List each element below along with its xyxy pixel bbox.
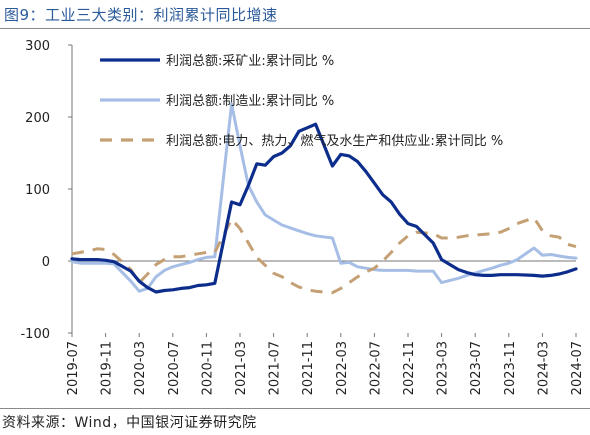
x-tick-label: 2021-11	[301, 341, 316, 395]
series-line-1	[70, 102, 578, 293]
x-axis-ticks: 2019-07 2019-11 2020-03 2020-07 2020-11 2021-…	[66, 333, 585, 395]
legend: 利润总额:采矿业:累计同比 % 利润总额:制造业:累计同比 % 利润总额:电力、热力…	[100, 54, 503, 149]
y-axis-ticks: -100 0 100 200 300	[20, 39, 72, 342]
x-tick-label: 2022-11	[402, 341, 417, 395]
x-tick-label: 2023-03	[436, 341, 451, 395]
x-tick-label: 2023-07	[469, 341, 484, 395]
x-tick-label: 2023-11	[503, 341, 518, 395]
x-tick-label: 2020-11	[200, 341, 215, 395]
series-line-2	[71, 216, 577, 295]
x-tick-label: 2019-07	[66, 341, 81, 395]
series-layer	[70, 102, 578, 295]
x-tick-label: 2020-07	[167, 341, 182, 395]
chart-title: 图9：工业三大类别：利润累计同比增速	[4, 6, 278, 24]
source-note: 资料来源：Wind，中国银河证券研究院	[2, 415, 257, 431]
y-tick-label: 100	[25, 183, 50, 198]
legend-label-0: 利润总额:采矿业:累计同比 %	[166, 54, 334, 69]
legend-label-2: 利润总额:电力、热力、燃气及水生产和供应业:累计同比 %	[166, 133, 503, 149]
y-tick-label: 200	[25, 111, 50, 126]
x-tick-label: 2019-11	[100, 341, 115, 395]
line-chart: -100 0 100 200 300 2019-07 2019-11 2020-03 2020…	[20, 39, 585, 395]
x-tick-label: 2022-07	[368, 341, 383, 395]
y-tick-label: -100	[20, 327, 50, 342]
x-tick-label: 2021-07	[268, 341, 283, 395]
x-tick-label: 2021-03	[234, 341, 249, 395]
series-line-0	[70, 122, 578, 294]
x-tick-label: 2020-03	[133, 341, 148, 395]
x-tick-label: 2024-03	[536, 341, 551, 395]
x-tick-label: 2024-07	[570, 341, 585, 395]
x-tick-label: 2022-03	[335, 341, 350, 395]
footer-rule	[0, 408, 590, 409]
legend-label-1: 利润总额:制造业:累计同比 %	[166, 94, 334, 109]
title-bar: 图9：工业三大类别：利润累计同比增速	[0, 0, 590, 29]
y-tick-label: 0	[42, 255, 50, 270]
y-tick-label: 300	[25, 39, 50, 54]
